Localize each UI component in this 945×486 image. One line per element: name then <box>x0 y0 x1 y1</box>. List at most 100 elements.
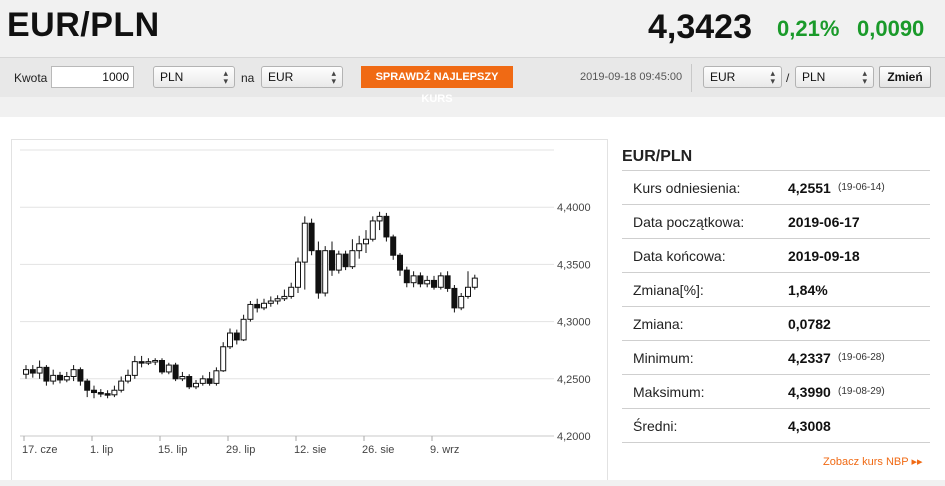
candle-body-down <box>84 380 91 391</box>
pair-quote-select[interactable]: PLN ▴ ▾ <box>795 66 874 88</box>
on-label: na <box>241 71 255 85</box>
candle-body-down <box>403 269 410 284</box>
pair-base-select[interactable]: EUR ▴ ▾ <box>703 66 782 88</box>
candle-body-up <box>131 361 138 376</box>
candle-body-up <box>179 376 186 380</box>
x-tick-label: 29. lip <box>226 444 255 456</box>
candle-body-down <box>431 279 437 288</box>
candle-body-up <box>111 389 118 396</box>
candle-body-up <box>36 366 43 374</box>
candle-body-up <box>261 302 267 309</box>
stat-label: Średni: <box>633 418 678 434</box>
stat-label: Zmiana[%]: <box>633 282 704 298</box>
from-currency-select[interactable]: PLN ▴ ▾ <box>153 66 235 88</box>
candle-body-down <box>97 392 104 395</box>
candle-body-down <box>104 393 111 396</box>
quote-timestamp: 2019-09-18 09:45:00 <box>580 71 683 83</box>
stats-panel: EUR/PLN Kurs odniesienia: 4,2551 (19-06-… <box>622 139 930 443</box>
y-tick-label: 4,4000 <box>557 202 591 214</box>
candle-body-up <box>376 215 383 222</box>
candle-body-down <box>206 378 213 384</box>
candle-body-up <box>458 295 465 309</box>
candle-body-up <box>118 380 125 391</box>
candle-body-up <box>437 275 444 288</box>
x-tick-label: 15. lip <box>158 444 187 456</box>
y-tick-label: 4,2000 <box>557 431 591 443</box>
stat-value: 2019-09-18 <box>788 248 860 264</box>
amount-input[interactable]: 1000 <box>51 66 134 88</box>
stat-row-change-pct: Zmiana[%]: 1,84% <box>622 273 930 307</box>
stat-row-start-date: Data początkowa: 2019-06-17 <box>622 205 930 239</box>
stats-title: EUR/PLN <box>622 139 930 171</box>
amount-label: Kwota <box>14 71 48 85</box>
candle-body-up <box>70 369 77 378</box>
best-rate-button[interactable]: SPRAWDŹ NAJLEPSZY KURS <box>361 66 513 105</box>
candle-body-down <box>254 303 261 309</box>
change-percent: 0,21% <box>777 16 840 41</box>
candle-body-down <box>138 361 145 364</box>
nbp-rate-link[interactable]: Zobacz kurs NBP ▸▸ <box>823 456 923 468</box>
updown-arrows-icon: ▴ ▾ <box>223 68 228 86</box>
candle-body-up <box>247 303 254 320</box>
candle-body-down <box>159 359 165 373</box>
candle-body-up <box>213 370 220 384</box>
candle-body-down <box>444 275 451 289</box>
swap-pair-button[interactable]: Zmień <box>879 66 931 88</box>
stat-date: (19-06-14) <box>838 182 885 193</box>
candle-body-down <box>342 253 349 268</box>
candle-body-up <box>301 222 308 263</box>
stat-row-maximum: Maksimum: 4,3990 (19-08-29) <box>622 375 930 409</box>
stat-row-reference: Kurs odniesienia: 4,2551 (19-06-14) <box>622 171 930 205</box>
candle-body-up <box>227 332 233 348</box>
stat-value: 4,2337 <box>788 350 831 366</box>
updown-arrows-icon: ▴ ▾ <box>770 68 775 86</box>
candle-body-down <box>233 332 240 341</box>
candle-body-up <box>281 295 288 300</box>
candle-body-up <box>369 220 376 240</box>
toolbar-divider <box>691 64 692 92</box>
candlestick-chart: 4,2000 4,2500 4,3000 4,3500 4,4000 17. cze 1. … <box>20 149 591 456</box>
x-tick-label: 12. sie <box>294 444 326 456</box>
candle-body-up <box>267 300 274 304</box>
stat-row-change: Zmiana: 0,0782 <box>622 307 930 341</box>
candle-body-up <box>152 359 159 363</box>
candle-body-down <box>308 222 315 252</box>
candle-body-up <box>220 346 227 372</box>
candle-body-up <box>288 286 295 297</box>
candle-body-down <box>77 369 84 382</box>
candle-body-up <box>193 382 199 388</box>
candle-body-down <box>329 250 335 271</box>
candle-body-down <box>397 254 403 271</box>
candle-body-up <box>295 261 301 288</box>
pair-base-value: EUR <box>710 70 736 84</box>
current-rate: 4,3423 <box>648 8 752 46</box>
candle-body-down <box>383 215 390 238</box>
stat-value: 4,3990 <box>788 384 831 400</box>
to-currency-select[interactable]: EUR ▴ ▾ <box>261 66 343 88</box>
stat-row-minimum: Minimum: 4,2337 (19-06-28) <box>622 341 930 375</box>
stat-value: 4,3008 <box>788 418 831 434</box>
candle-body-down <box>186 376 193 388</box>
change-absolute: 0,0090 <box>857 16 925 41</box>
candle-body-up <box>274 298 281 302</box>
stat-row-average: Średni: 4,3008 <box>622 409 930 443</box>
stat-label: Kurs odniesienia: <box>633 180 741 196</box>
y-tick-label: 4,3000 <box>557 317 591 329</box>
stat-date: (19-08-29) <box>838 386 885 397</box>
stat-value: 2019-06-17 <box>788 214 860 230</box>
candle-body-up <box>240 318 247 341</box>
stat-label: Maksimum: <box>633 384 705 400</box>
updown-arrows-icon: ▴ ▾ <box>862 68 867 86</box>
candle-body-up <box>335 253 342 271</box>
pair-quote-value: PLN <box>802 70 826 84</box>
stat-value: 1,84% <box>788 282 828 298</box>
candle-body-down <box>451 287 458 309</box>
y-tick-label: 4,2500 <box>557 374 591 386</box>
candle-body-up <box>322 250 329 294</box>
chart-panel: 4,2000 4,2500 4,3000 4,3500 4,4000 17. cze 1. … <box>11 139 608 480</box>
candle-body-up <box>50 374 57 382</box>
stat-label: Minimum: <box>633 350 694 366</box>
candle-body-up <box>63 376 70 381</box>
candle-body-up <box>363 238 369 245</box>
candle-body-down <box>91 389 97 394</box>
